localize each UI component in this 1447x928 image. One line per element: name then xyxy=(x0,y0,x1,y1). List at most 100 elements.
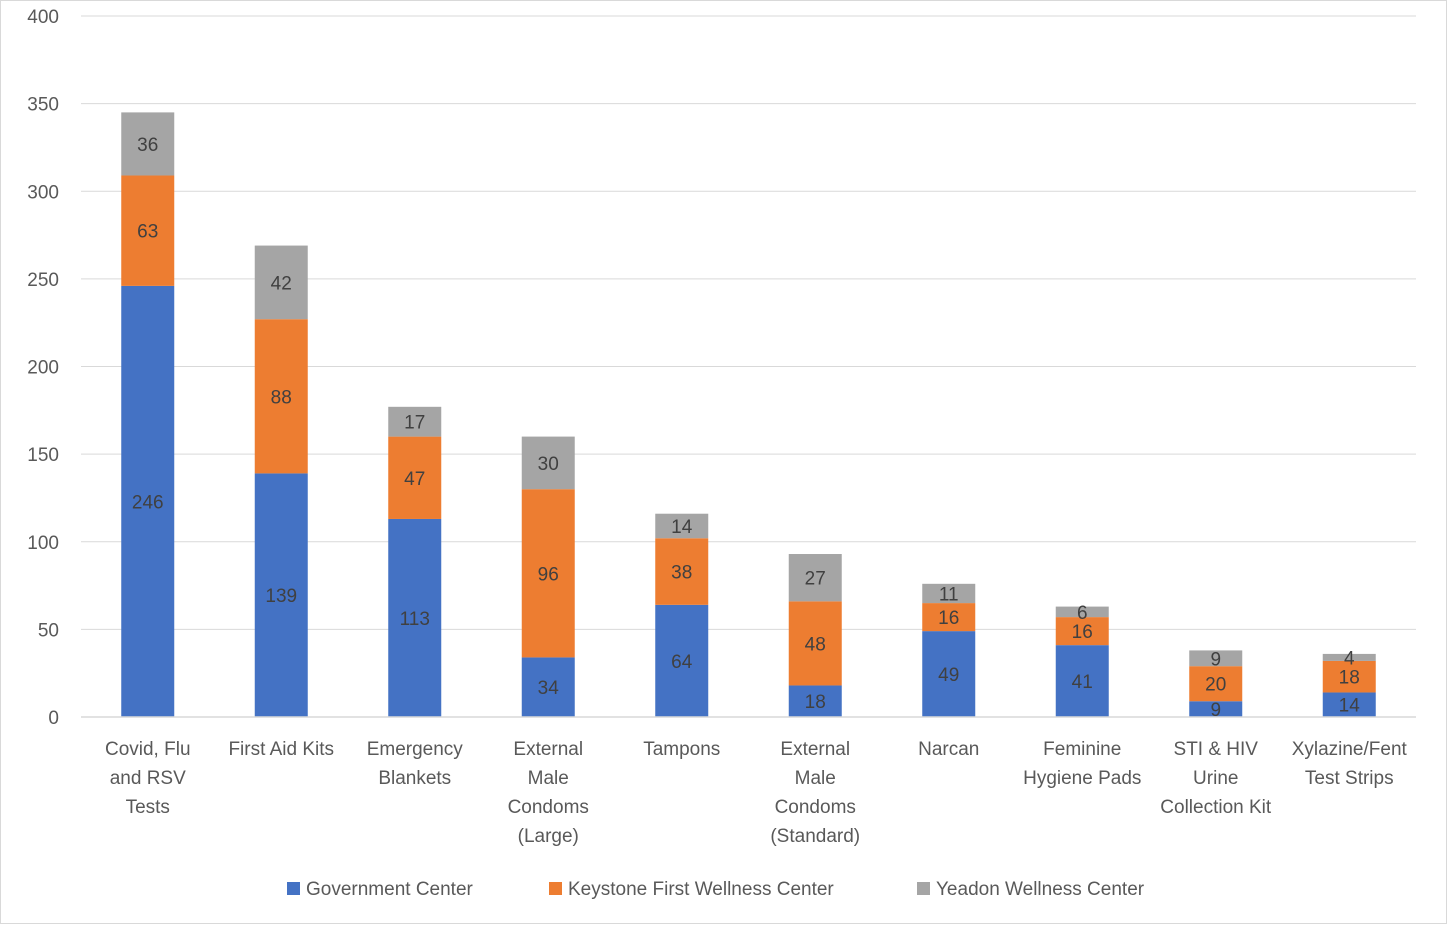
data-label: 4 xyxy=(1344,648,1355,669)
data-label: 30 xyxy=(538,454,559,475)
data-label: 41 xyxy=(1072,672,1093,693)
legend-swatch xyxy=(917,882,930,895)
x-tick-label-line: Feminine xyxy=(1043,739,1121,760)
data-label: 96 xyxy=(538,564,559,585)
legend-label: Yeadon Wellness Center xyxy=(936,879,1145,900)
y-tick-label: 400 xyxy=(27,7,59,28)
bar-segment xyxy=(121,285,175,717)
x-tick-label: Xylazine/Fent Test Strips xyxy=(1292,739,1408,789)
data-label: 9 xyxy=(1210,700,1221,721)
data-label: 17 xyxy=(404,413,425,434)
bar-segment xyxy=(1055,606,1109,618)
x-tick-label: External Male Condoms (Large) xyxy=(508,739,589,847)
data-label: 20 xyxy=(1205,675,1226,696)
x-tick-label-line: STI & HIV xyxy=(1174,739,1259,760)
data-label: 36 xyxy=(137,135,158,156)
bar-segment xyxy=(254,473,308,717)
data-label: 18 xyxy=(1339,668,1360,689)
y-tick-label: 100 xyxy=(27,533,59,554)
bar-segment xyxy=(1322,660,1376,693)
x-tick-label-line: (Standard) xyxy=(770,826,860,847)
x-tick-label: Emergency Blankets xyxy=(367,739,464,789)
data-label: 139 xyxy=(265,586,297,607)
bars xyxy=(121,112,1376,717)
y-axis: 0 50 100 150 200 250 300 350 400 xyxy=(27,7,59,729)
bar-segment xyxy=(521,489,575,658)
bar-segment xyxy=(254,245,308,320)
bar-segment xyxy=(1189,650,1243,667)
y-tick-label: 0 xyxy=(48,708,59,729)
x-tick-label-line: Condoms xyxy=(508,797,589,818)
x-tick-label-line: Blankets xyxy=(378,768,451,789)
x-axis: Covid, Flu and RSV Tests First Aid Kits Emer… xyxy=(81,716,1416,847)
x-tick-label-line: and RSV xyxy=(110,768,186,789)
data-label: 14 xyxy=(1339,696,1361,717)
bar-segment xyxy=(922,631,976,717)
x-tick-label: Tampons xyxy=(643,739,720,760)
x-tick-label-line: Male xyxy=(795,768,836,789)
x-tick-label-line: Emergency xyxy=(367,739,464,760)
data-label: 6 xyxy=(1077,603,1088,624)
data-label: 18 xyxy=(805,692,826,713)
x-tick-label-line: Condoms xyxy=(775,797,856,818)
bar-segment xyxy=(521,657,575,717)
bar-segment xyxy=(121,112,175,176)
x-tick-label: Narcan xyxy=(918,739,979,760)
data-label: 64 xyxy=(671,652,693,673)
data-label: 48 xyxy=(805,634,826,655)
y-tick-label: 200 xyxy=(27,358,59,379)
data-label: 88 xyxy=(271,387,292,408)
x-tick-label: Feminine Hygiene Pads xyxy=(1023,739,1141,789)
x-tick-label: External Male Condoms (Standard) xyxy=(770,739,860,847)
bar-segment xyxy=(521,436,575,490)
legend: Government Center Keystone First Wellness… xyxy=(287,879,1145,900)
x-tick-label-line: Male xyxy=(528,768,569,789)
x-tick-label-line: Tests xyxy=(126,797,170,818)
bar-segment xyxy=(922,603,976,632)
x-tick-label-line: Tampons xyxy=(643,739,720,760)
legend-swatch xyxy=(287,882,300,895)
bar-segment xyxy=(655,513,709,539)
bar-segment xyxy=(388,436,442,519)
legend-label: Government Center xyxy=(306,879,474,900)
bar-segment xyxy=(655,538,709,605)
data-label: 27 xyxy=(805,569,826,590)
x-tick-label-line: First Aid Kits xyxy=(228,739,334,760)
y-tick-label: 150 xyxy=(27,445,59,466)
bar-segment xyxy=(1189,701,1243,717)
bar-segment xyxy=(788,554,842,602)
x-tick-label-line: External xyxy=(780,739,850,760)
data-label: 11 xyxy=(939,584,959,605)
data-label: 42 xyxy=(271,273,292,294)
data-label: 63 xyxy=(137,222,158,243)
x-tick-label-line: (Large) xyxy=(518,826,579,847)
x-tick-label-line: Test Strips xyxy=(1305,768,1394,789)
x-tick-label: Covid, Flu and RSV Tests xyxy=(105,739,191,818)
data-label: 16 xyxy=(1072,622,1093,643)
data-label: 49 xyxy=(938,665,959,686)
y-tick-label: 300 xyxy=(27,182,59,203)
bar-segment xyxy=(655,604,709,717)
bar-segment xyxy=(388,518,442,717)
x-tick-label-line: Urine xyxy=(1193,768,1238,789)
bar-segment xyxy=(388,406,442,437)
data-label: 34 xyxy=(538,678,560,699)
x-tick-label-line: Narcan xyxy=(918,739,979,760)
x-tick-label-line: Hygiene Pads xyxy=(1023,768,1141,789)
bar-segment xyxy=(1322,692,1376,717)
bar-segment xyxy=(922,583,976,604)
x-tick-label-line: External xyxy=(513,739,583,760)
data-label: 38 xyxy=(671,563,692,584)
bar-segment xyxy=(1189,666,1243,702)
data-label: 9 xyxy=(1210,649,1221,670)
bar-segment xyxy=(1322,653,1376,661)
bar-segment xyxy=(121,175,175,286)
y-tick-label: 350 xyxy=(27,95,59,116)
bar-segment xyxy=(1055,617,1109,646)
x-tick-label-line: Xylazine/Fent xyxy=(1292,739,1408,760)
data-label: 16 xyxy=(938,608,959,629)
data-label: 47 xyxy=(404,469,425,490)
legend-label: Keystone First Wellness Center xyxy=(568,879,834,900)
